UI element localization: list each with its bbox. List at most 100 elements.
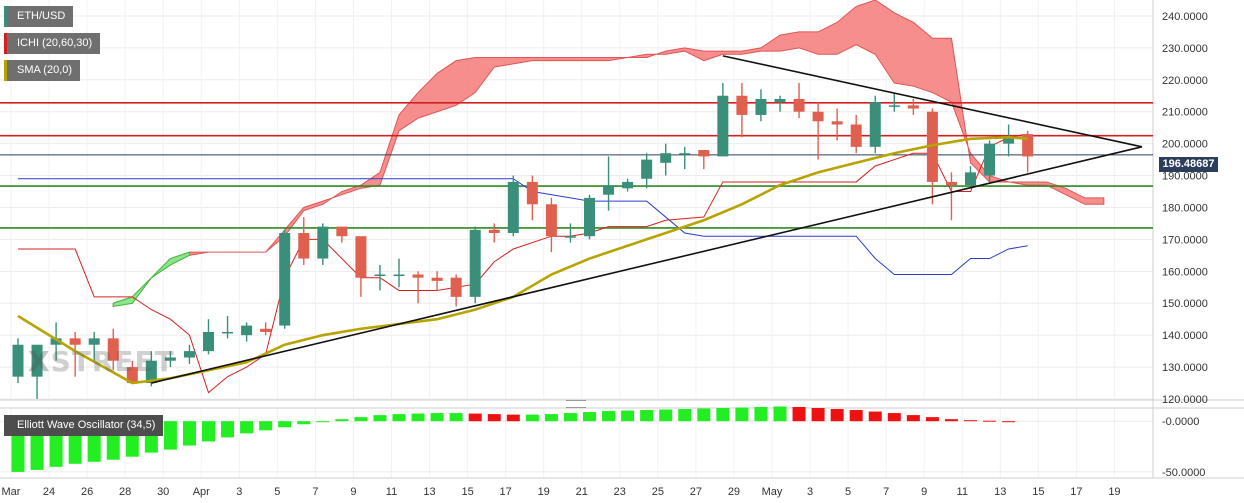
x-tick-label: 15	[461, 486, 473, 498]
legend-oscillator[interactable]: Elliott Wave Oscillator (34,5)	[4, 415, 164, 436]
x-tick-label: 25	[652, 486, 664, 498]
ichimoku-cloud	[112, 0, 1105, 308]
x-tick-label: 15	[1032, 486, 1044, 498]
candle-body	[431, 277, 443, 281]
oscillator-bar	[240, 421, 254, 434]
candle-body	[69, 338, 81, 345]
candle-body	[812, 111, 824, 122]
candle-body	[1022, 134, 1034, 157]
candle-body	[717, 95, 729, 157]
legend-sma[interactable]: SMA (20,0)	[4, 60, 81, 81]
ichimoku-tenkan-line	[18, 178, 1028, 276]
candle	[984, 140, 996, 182]
candle	[222, 316, 234, 339]
candle	[622, 178, 634, 192]
x-tick-label: 11	[386, 486, 397, 498]
candle-body	[241, 325, 253, 336]
candle	[755, 89, 767, 122]
candle	[12, 338, 24, 384]
candle-body	[679, 153, 691, 155]
oscillator-bar	[259, 421, 273, 431]
candle-body	[260, 328, 272, 332]
candle-body	[107, 338, 119, 361]
x-tick-label: 27	[690, 486, 702, 498]
x-tick-label: 29	[728, 486, 740, 498]
y-tick-label: 120.0000	[1162, 394, 1208, 406]
candle	[926, 108, 938, 205]
x-tick-label: 23	[614, 486, 626, 498]
x-tick-label: 5	[845, 486, 851, 498]
candle	[241, 322, 253, 342]
candle-body	[622, 181, 634, 189]
candle-body	[469, 229, 481, 297]
candle	[298, 217, 310, 265]
oscillator-bar	[849, 410, 863, 422]
oscillator-bar	[202, 421, 215, 442]
candle	[69, 331, 81, 377]
y-tick-label: 190.0000	[1162, 171, 1208, 183]
oscillator-bar	[964, 420, 977, 422]
candle-body	[222, 331, 234, 334]
candle-body	[641, 159, 653, 179]
oscillator-bar	[925, 417, 939, 422]
candle	[355, 236, 367, 297]
legend-symbol[interactable]: ETH/USD	[4, 6, 74, 27]
candle	[412, 271, 424, 304]
watermark-logo: XSTREET	[28, 345, 175, 378]
y-tick-label: 130.0000	[1162, 362, 1208, 374]
x-tick-label: 3	[807, 486, 813, 498]
candle	[641, 153, 653, 189]
candle-body	[12, 344, 24, 377]
candle	[469, 226, 481, 304]
candle-body	[279, 233, 291, 326]
pane-resize-handle[interactable]	[566, 400, 586, 408]
candle-body	[507, 181, 519, 234]
y-tick-label: 160.0000	[1162, 266, 1208, 278]
candle	[888, 92, 900, 112]
oscillator-bar	[373, 415, 387, 422]
ichimoku-cloud-bullish	[112, 251, 190, 308]
candle-body	[88, 338, 100, 345]
candle	[279, 229, 291, 329]
candle	[203, 319, 214, 355]
candle-body	[393, 274, 405, 277]
x-tick-label: 21	[576, 486, 588, 498]
candle	[945, 172, 957, 221]
candle	[812, 102, 824, 160]
candle	[107, 328, 119, 371]
legend-ichimoku[interactable]: ICHI (20,60,30)	[4, 33, 101, 54]
oscillator-bar	[754, 406, 768, 422]
x-tick-label: 24	[43, 486, 55, 498]
candle	[450, 274, 462, 307]
candle-body	[412, 274, 424, 278]
candle	[717, 82, 729, 157]
candle-body	[31, 344, 43, 377]
candle	[850, 114, 862, 154]
sma-line	[17, 135, 1028, 385]
candle	[393, 258, 405, 288]
oscillator-bar	[944, 419, 958, 422]
oscillator-bar	[430, 413, 444, 422]
x-tick-label: 3	[236, 486, 242, 498]
candle-body	[869, 102, 881, 147]
candle	[374, 264, 386, 291]
x-tick-label: 28	[119, 486, 131, 498]
oscillator-bar	[792, 406, 806, 422]
y-tick-label: 170.0000	[1162, 234, 1208, 246]
main-pane-bg	[0, 0, 1153, 399]
candle	[488, 223, 500, 243]
ichimoku-kijun-line	[18, 133, 1028, 394]
candle-body	[907, 105, 919, 109]
oscillator-bar	[621, 410, 635, 422]
x-tick-label: 17	[1070, 486, 1082, 498]
oscillator-bar	[868, 411, 882, 422]
candle-body	[183, 351, 195, 358]
candle-body	[164, 357, 176, 361]
candle-body	[317, 226, 329, 259]
candle	[603, 156, 615, 211]
candle-body	[888, 105, 900, 107]
oscillator-bar	[716, 408, 730, 422]
candle	[183, 344, 195, 364]
y-tick-label: 150.0000	[1162, 298, 1208, 310]
